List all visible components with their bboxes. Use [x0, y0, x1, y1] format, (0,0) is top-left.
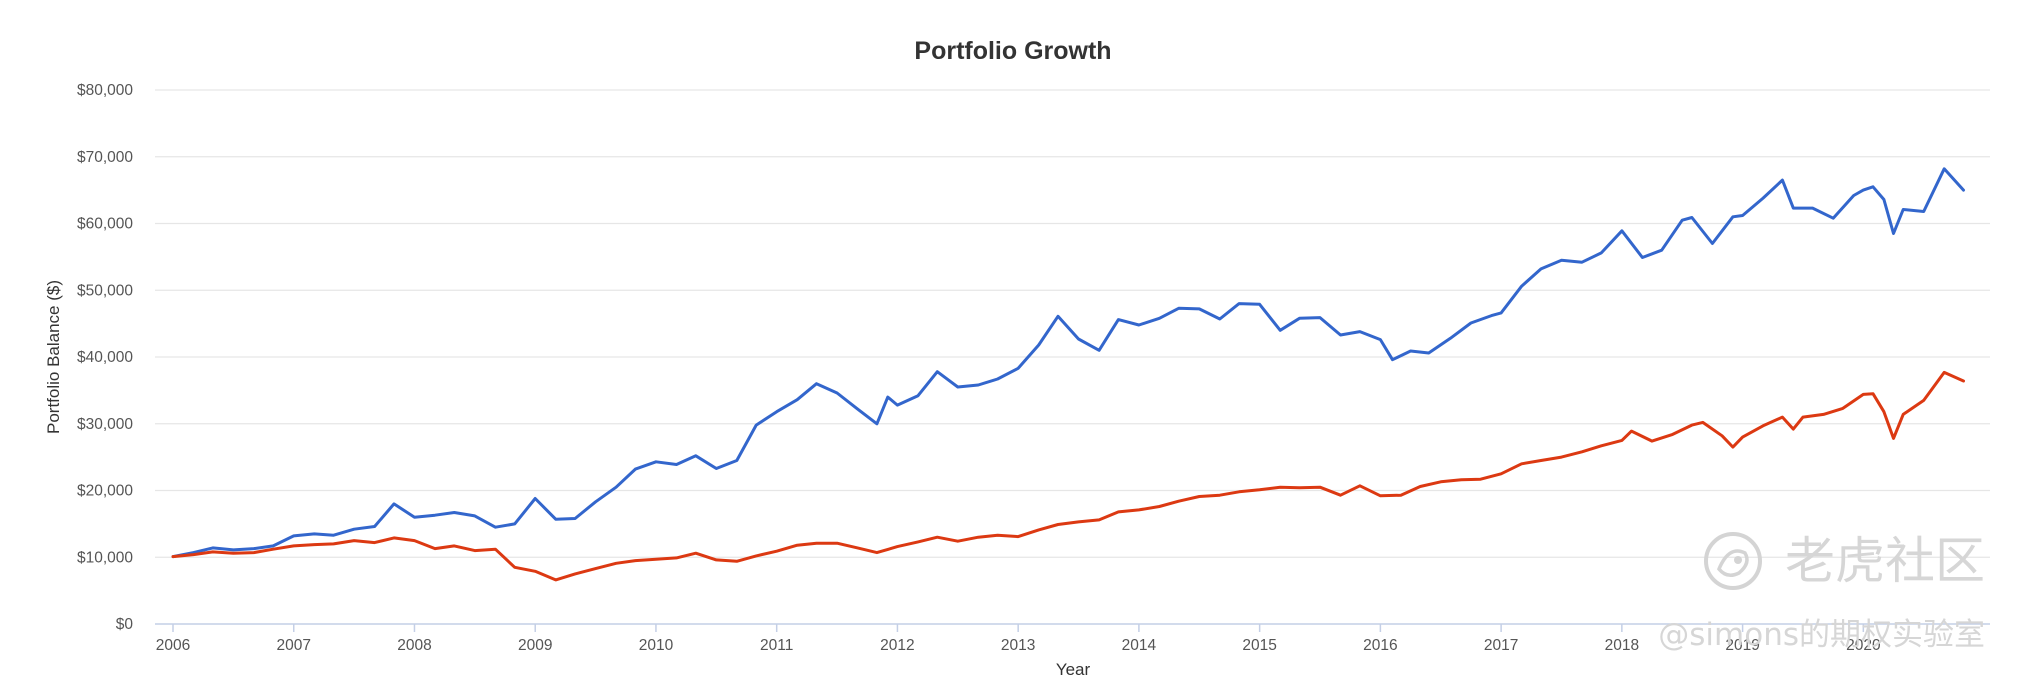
- y-axis-ticks: $0 $10,000 $20,000 $30,000 $40,000 $50,000 $60…: [77, 82, 133, 633]
- x-axis-label: Year: [1056, 660, 1091, 677]
- y-tick-label: $10,000: [77, 549, 133, 566]
- x-tick-label: 2008: [397, 637, 431, 654]
- y-tick-label: $60,000: [77, 216, 133, 233]
- y-tick-label: $70,000: [77, 149, 133, 166]
- series-line-2: [171, 370, 1965, 582]
- x-tick-label: 2013: [1001, 637, 1035, 654]
- y-tick-label: $80,000: [77, 82, 133, 99]
- x-tick-label: 2014: [1122, 637, 1157, 654]
- gridlines: [155, 89, 1990, 558]
- x-tick-label: 2011: [760, 637, 793, 654]
- y-axis-label: Portfolio Balance ($): [44, 280, 63, 434]
- x-tick-label: 2009: [518, 637, 552, 654]
- x-tick-label: 2016: [1363, 637, 1397, 654]
- y-tick-label: $0: [116, 616, 134, 633]
- series-line-1: [171, 167, 1965, 559]
- x-tick-label: 2007: [276, 637, 310, 654]
- y-tick-label: $20,000: [77, 483, 133, 500]
- watermark: 老虎社区 @simons的期权实验室: [1658, 532, 1985, 653]
- y-tick-label: $40,000: [77, 349, 133, 366]
- series-lines: [171, 167, 1965, 582]
- y-tick-label: $50,000: [77, 282, 133, 299]
- x-tick-label: 2019: [1725, 637, 1759, 654]
- x-axis-ticks: 2006 2007 2008 2009 2010 2011 2012 2013 2014 2015…: [156, 624, 1881, 654]
- x-tick-label: 2012: [880, 637, 914, 654]
- x-tick-label: 2020: [1846, 637, 1881, 654]
- x-tick-label: 2015: [1242, 637, 1276, 654]
- watermark-handle: @simons的期权实验室: [1658, 617, 1985, 653]
- tiger-community-logo-icon: [1704, 532, 1762, 590]
- watermark-brand: 老虎社区: [1785, 532, 1985, 590]
- x-tick-label: 2017: [1484, 637, 1518, 654]
- y-tick-label: $30,000: [77, 416, 133, 433]
- chart-title: Portfolio Growth: [914, 37, 1111, 65]
- x-tick-label: 2010: [639, 637, 674, 654]
- x-tick-label: 2006: [156, 637, 190, 654]
- x-tick-label: 2018: [1605, 637, 1639, 654]
